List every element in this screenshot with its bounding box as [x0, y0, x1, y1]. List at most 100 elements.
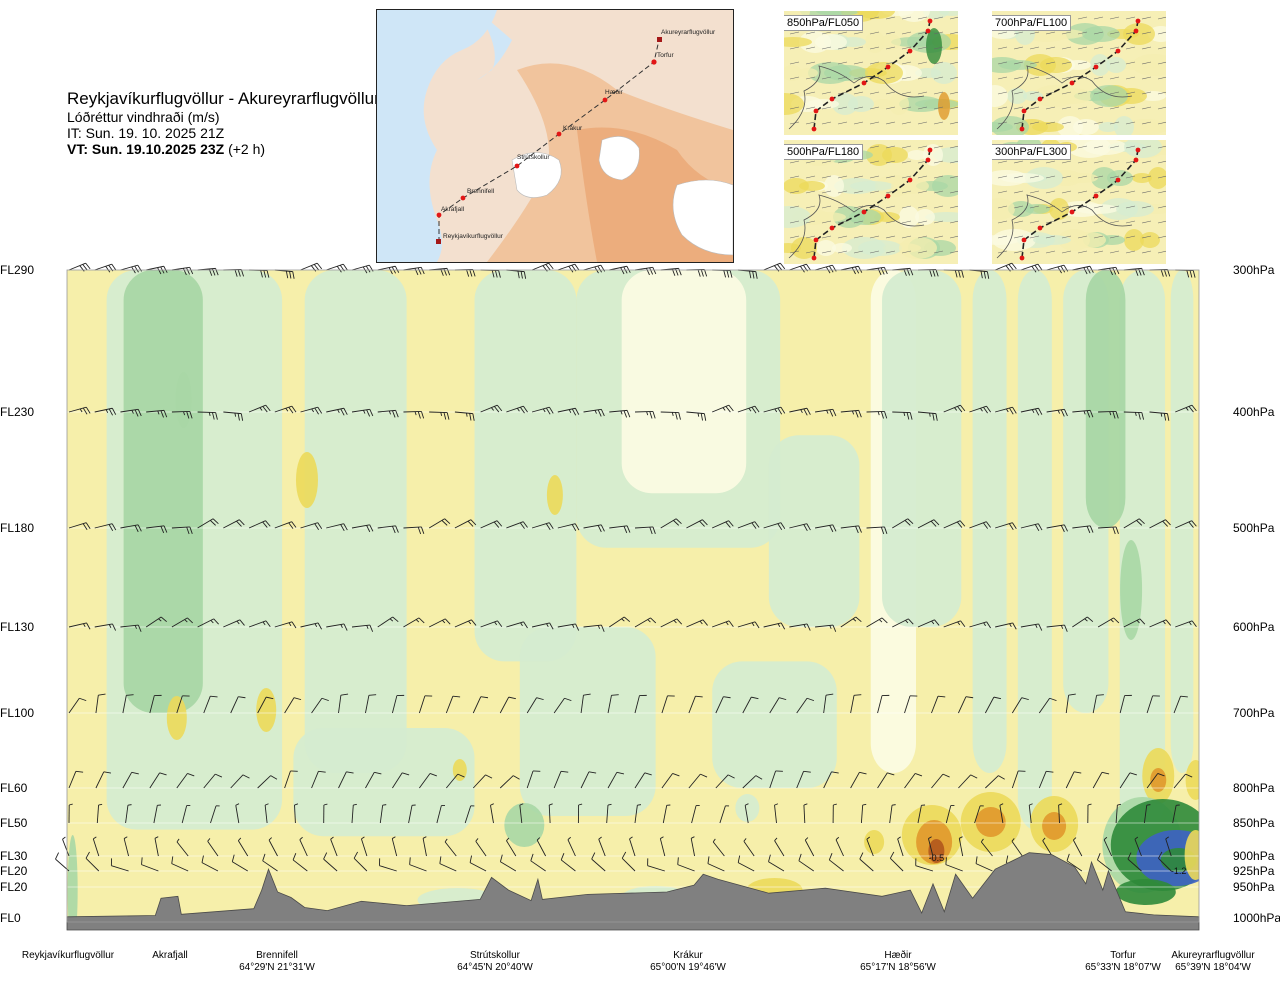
wind-barb: [365, 694, 377, 714]
wind-barb: [125, 804, 132, 824]
wind-barb: [197, 411, 218, 420]
field-contour: [166, 696, 187, 740]
field-contour: [67, 835, 78, 922]
field-band: [304, 270, 407, 773]
wind-barb: [975, 856, 993, 872]
wind-barb: [1038, 770, 1054, 789]
wind-barb: [892, 411, 913, 420]
wind-barb: [647, 858, 665, 872]
field-contour: [1185, 760, 1199, 800]
wind-barb: [274, 405, 297, 414]
wind-barb: [823, 771, 839, 789]
wind-barb: [326, 407, 348, 416]
wind-barb: [1149, 619, 1172, 628]
wind-barb: [351, 408, 374, 417]
wind-barb: [1038, 697, 1057, 714]
wind-barb: [634, 411, 656, 419]
wind-barb: [840, 525, 862, 534]
field-band: [1017, 270, 1052, 830]
wind-barb: [917, 411, 938, 421]
wind-barb: [231, 854, 248, 872]
wind-barb: [519, 803, 524, 824]
wind-barb: [969, 405, 992, 414]
wind-barb: [931, 695, 946, 714]
field-contour: [1120, 540, 1143, 640]
field-contour: [417, 888, 498, 912]
field-band: [870, 270, 916, 773]
wind-barb: [591, 852, 606, 872]
map-label-reykjavik: Reykjavíkurflugvöllur: [443, 233, 504, 240]
wind-barb: [1123, 267, 1145, 276]
wind-barb: [1046, 524, 1068, 533]
hpa-tick-label: 850hPa: [1233, 816, 1275, 830]
wind-barb: [763, 262, 786, 272]
wind-barb: [1011, 770, 1026, 789]
wind-barb: [454, 519, 477, 529]
wind-barb: [223, 411, 244, 421]
wind-barb: [1172, 804, 1180, 824]
wind-barb: [197, 618, 219, 628]
wind-barb: [803, 803, 808, 824]
wind-barb: [323, 852, 338, 872]
wind-barb: [969, 521, 991, 529]
wind-barb: [715, 774, 735, 789]
wind-barb: [207, 838, 219, 857]
wind-barb: [264, 803, 269, 824]
wind-barb: [1098, 411, 1119, 419]
wind-barb: [995, 406, 1017, 415]
wind-barb: [840, 265, 863, 275]
wind-barb: [294, 803, 299, 824]
wind-barb: [299, 836, 308, 857]
level-map-label: 500hPa/FL180: [784, 144, 864, 160]
wind-barb: [634, 694, 647, 714]
wind-barb: [1065, 771, 1082, 789]
wind-barb: [237, 837, 249, 857]
wind-barb: [1149, 411, 1170, 421]
wind-barb: [850, 771, 867, 789]
wind-barb: [439, 856, 457, 872]
valid-time: VT: Sun. 19.10.2025 23Z (+2 h): [67, 141, 380, 158]
wind-barb: [351, 264, 374, 274]
wind-barb: [274, 621, 297, 629]
wind-barb: [454, 269, 476, 277]
wind-barb: [176, 838, 189, 857]
wind-barb: [531, 262, 554, 272]
field-band: [768, 435, 860, 627]
wind-barb: [737, 405, 760, 414]
wind-barb: [262, 853, 278, 872]
wind-barb: [866, 836, 874, 857]
field-contour: [1042, 812, 1067, 840]
wind-barb: [1098, 526, 1119, 535]
wind-barb: [94, 623, 117, 631]
wind-barb: [480, 269, 501, 278]
wind-barb: [171, 617, 194, 628]
wind-barb: [176, 773, 195, 789]
location-label: Akrafjall: [110, 950, 230, 962]
hpa-tick-label: 1000hPa: [1233, 911, 1280, 925]
map-label-brennifell: Brennifell: [467, 188, 495, 195]
wind-barb: [1072, 409, 1094, 418]
wind-barb: [230, 774, 250, 789]
wind-barb: [1042, 837, 1053, 857]
wind-barb: [531, 522, 554, 530]
wind-barb: [688, 773, 708, 789]
field-band: [1170, 270, 1194, 773]
wind-barb: [326, 623, 348, 631]
wind-barb: [454, 619, 477, 628]
wind-barb: [490, 803, 494, 824]
wind-barb: [1046, 408, 1068, 417]
location-label: Akureyrarflugvöllur 65°39'N 18°04'W: [1153, 950, 1273, 974]
wind-barb: [798, 853, 814, 872]
wind-barb: [1175, 620, 1197, 628]
wind-barb: [557, 263, 580, 273]
wind-barb: [223, 519, 245, 529]
wind-barb: [419, 773, 437, 789]
title-block: Reykjavíkurflugvöllur - Akureyrarflugvöl…: [67, 89, 380, 158]
wind-barb: [472, 774, 493, 789]
wind-barb: [203, 773, 223, 789]
field-band: [972, 270, 1007, 773]
wind-barb: [120, 264, 142, 274]
location-label: Torfur 65°33'N 18°07'W: [1063, 950, 1183, 974]
wind-barb: [621, 851, 636, 872]
wind-barb: [660, 618, 683, 628]
